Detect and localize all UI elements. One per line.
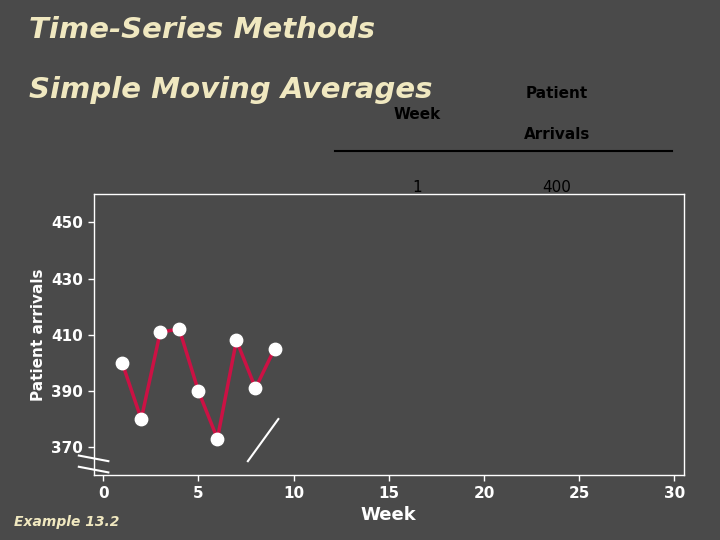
Y-axis label: Patient arrivals: Patient arrivals [31, 268, 46, 401]
Text: Example 13.2: Example 13.2 [14, 515, 120, 529]
Point [117, 359, 128, 367]
Text: 1: 1 [413, 180, 422, 195]
Point [230, 336, 242, 345]
Text: 400: 400 [542, 180, 571, 195]
Text: Arrivals: Arrivals [523, 127, 590, 142]
Text: Simple Moving Averages: Simple Moving Averages [29, 76, 432, 104]
Text: =   397.0: = 397.0 [418, 352, 501, 369]
Text: Patient: Patient [526, 86, 588, 101]
Text: 2: 2 [413, 221, 422, 237]
Point [250, 384, 261, 393]
Text: 411: 411 [542, 262, 571, 278]
X-axis label: Week: Week [361, 506, 417, 524]
Text: 4: 4 [388, 374, 397, 388]
Text: Time-Series Methods: Time-Series Methods [29, 16, 375, 44]
Point [269, 345, 280, 353]
Point [155, 328, 166, 336]
Point [212, 434, 223, 443]
Text: Week: Week [394, 106, 441, 122]
Point [135, 415, 147, 423]
Text: $\mathit{F}$: $\mathit{F}$ [351, 351, 365, 370]
Text: 380: 380 [542, 221, 572, 237]
Point [192, 387, 204, 395]
Text: 3: 3 [413, 262, 422, 278]
Point [174, 325, 185, 334]
